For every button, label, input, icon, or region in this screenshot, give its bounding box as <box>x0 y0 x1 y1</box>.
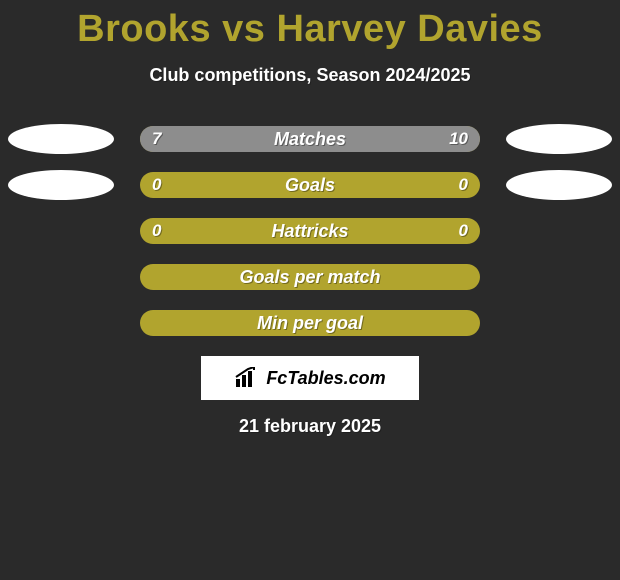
player-bubble-right <box>506 170 612 200</box>
date-text: 21 february 2025 <box>0 416 620 437</box>
stat-bar <box>140 218 480 244</box>
stat-row: Goals00 <box>0 172 620 198</box>
stat-row: Goals per match <box>0 264 620 290</box>
stat-bar-right-fill <box>279 126 480 152</box>
stat-row: Min per goal <box>0 310 620 336</box>
stat-row: Hattricks00 <box>0 218 620 244</box>
player-bubble-right <box>506 124 612 154</box>
stat-row: Matches710 <box>0 126 620 152</box>
logo-box: FcTables.com <box>201 356 419 400</box>
player-bubble-left <box>8 124 114 154</box>
stat-rows: Matches710 Goals00 Hattricks00 Goals per ma… <box>0 126 620 336</box>
subtitle: Club competitions, Season 2024/2025 <box>0 65 620 86</box>
stat-bar <box>140 126 480 152</box>
logo-text: FcTables.com <box>266 368 385 389</box>
stat-bar <box>140 172 480 198</box>
stat-bar <box>140 264 480 290</box>
page-title: Brooks vs Harvey Davies <box>0 0 620 51</box>
player-bubble-left <box>8 170 114 200</box>
stat-bar-left-fill <box>140 126 279 152</box>
chart-icon <box>234 367 260 389</box>
stat-bar <box>140 310 480 336</box>
stats-card: Brooks vs Harvey Davies Club competition… <box>0 0 620 580</box>
